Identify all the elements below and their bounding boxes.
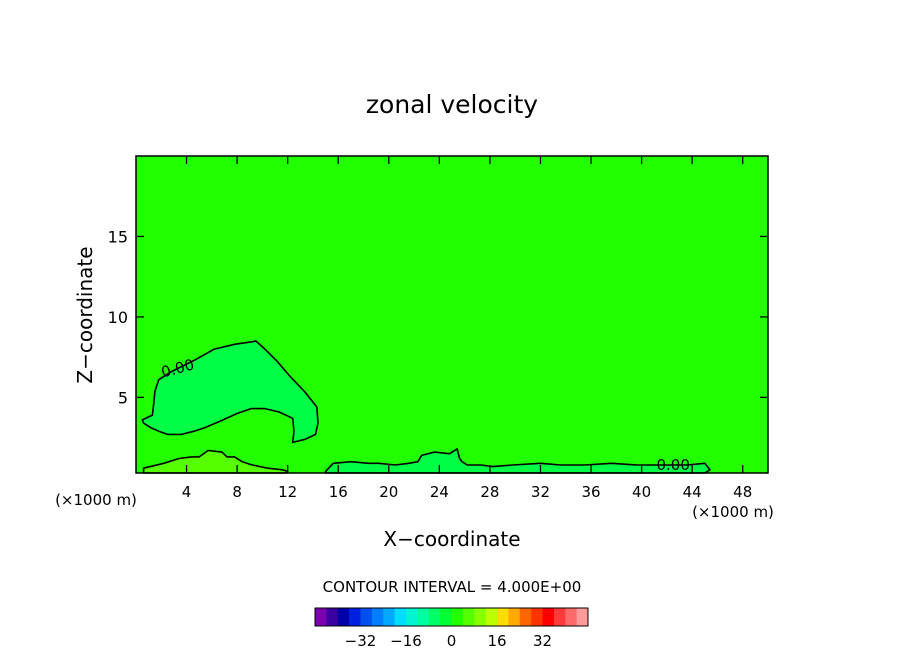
colorbar-swatch [406,608,418,626]
x-unit-label-right: (×1000 m) [692,503,774,521]
y-tick-label: 5 [118,388,128,407]
y-tick-label: 15 [108,227,128,246]
colorbar-tick-label: −16 [390,632,422,650]
x-axis-label: X−coordinate [383,527,520,551]
colorbar [314,607,589,627]
plot-frame [135,155,769,474]
x-unit-label-left: (×1000 m) [55,491,137,509]
colorbar-swatch [474,608,486,626]
contour-region-2 [142,449,289,474]
contour-region-3 [324,448,711,474]
colorbar-swatch [542,608,555,626]
colorbar-tick-labels: −32 −16 0 16 32 [345,632,552,650]
plot-area-background [136,156,768,473]
x-tick-label: 28 [480,483,499,501]
colorbar-swatch [485,608,498,626]
colorbar-swatch [417,608,430,626]
colorbar-swatch [519,608,532,626]
y-axis-ticks: 5 10 15 [108,227,768,407]
colorbar-swatch [440,608,452,626]
y-axis-label: Z−coordinate [73,246,97,383]
colorbar-swatch [315,608,327,626]
x-tick-label: 44 [683,483,702,501]
colorbar-swatch [360,608,373,626]
colorbar-swatch [451,608,464,626]
x-tick-label: 8 [232,483,242,501]
chart-title: zonal velocity [366,90,538,119]
colorbar-frame [314,607,589,627]
colorbar-swatch [553,608,566,626]
contour-regions [141,340,711,474]
colorbar-swatch [565,608,577,626]
colorbar-swatch [326,608,339,626]
x-tick-label: 4 [182,483,192,501]
colorbar-swatch [531,608,543,626]
x-tick-label: 36 [581,483,600,501]
colorbar-swatch [394,608,407,626]
colorbar-swatch [508,608,521,626]
y-tick-label: 10 [108,308,128,327]
colorbar-swatch [428,608,441,626]
colorbar-swatch [462,608,475,626]
colorbar-tick-label: 32 [533,632,552,650]
x-tick-label: 24 [430,483,449,501]
x-tick-label: 48 [733,483,752,501]
colorbar-swatch [383,608,395,626]
colorbar-tick-label: 16 [487,632,506,650]
colorbar-swatch [497,608,509,626]
x-tick-label: 40 [632,483,651,501]
contour-label: 0.00 [656,456,689,474]
x-axis-ticks: 4 8 12 16 20 24 28 32 36 40 44 48 [182,156,752,501]
colorbar-tick-label: 0 [447,632,457,650]
x-tick-label: 32 [531,483,550,501]
colorbar-swatch [337,608,350,626]
colorbar-swatch [371,608,384,626]
colorbar-swatch [349,608,361,626]
contour-region-1 [141,340,319,444]
x-tick-label: 12 [278,483,297,501]
x-tick-label: 16 [329,483,348,501]
colorbar-tick-label: −32 [345,632,377,650]
contour-interval-label: CONTOUR INTERVAL = 4.000E+00 [323,578,582,596]
x-tick-label: 20 [379,483,398,501]
colorbar-swatch [576,608,589,626]
